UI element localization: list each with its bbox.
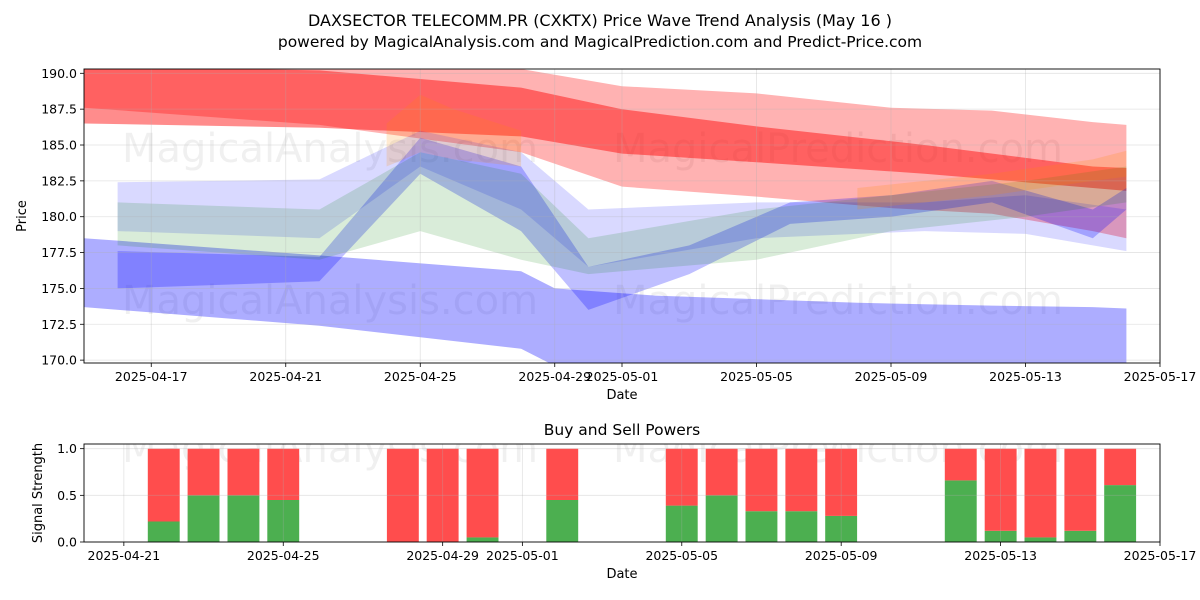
y-tick-label: 0.0: [57, 535, 77, 550]
y-tick-label: 180.0: [41, 209, 77, 224]
y-tick-label: 185.0: [41, 138, 77, 153]
watermark-text: MagicalPrediction.com: [613, 126, 1063, 172]
x-tick-label: 2025-05-13: [989, 369, 1062, 384]
sell-power-bar: [984, 448, 1017, 531]
x-tick-label: 2025-04-29: [518, 369, 591, 384]
sell-power-bar: [1064, 448, 1097, 531]
buy-power-bar: [984, 530, 1017, 542]
sell-power-bar: [745, 448, 778, 512]
price-wave-band: [857, 150, 1127, 210]
x-tick-label: 2025-05-01: [586, 369, 659, 384]
watermark-text: MagicalAnalysis.com: [122, 126, 538, 172]
y-tick-label: 172.5: [41, 317, 77, 332]
sell-power-bar: [785, 448, 818, 512]
buy-power-bar: [785, 511, 818, 542]
x-tick-label: 2025-04-25: [384, 369, 457, 384]
price-wave-band: [386, 94, 522, 167]
sell-power-bar: [227, 448, 260, 496]
x-tick-label: 2025-04-17: [115, 369, 188, 384]
buy-power-bar: [745, 511, 778, 542]
price-wave-band: [117, 152, 1127, 275]
sell-power-bar: [386, 448, 419, 542]
y-tick-label: 0.5: [57, 488, 77, 503]
y-tick-label: 187.5: [41, 102, 77, 117]
sell-power-bar: [546, 448, 579, 500]
sell-power-bar: [147, 448, 180, 522]
buy-power-bar: [665, 505, 698, 542]
sell-power-bar: [665, 448, 698, 506]
watermark-text: MagicalPrediction.com: [613, 278, 1063, 324]
sell-power-bar: [267, 448, 300, 500]
sell-power-bar: [466, 448, 499, 538]
x-tick-label: 2025-05-17: [1124, 548, 1197, 563]
y-tick-label: 190.0: [41, 66, 77, 81]
power-axes-frame: [83, 443, 1161, 543]
y-tick-label: 175.0: [41, 281, 77, 296]
x-tick-label: 2025-04-25: [247, 548, 320, 563]
price-wave-band: [117, 130, 1127, 267]
price-wave-chart: MagicalAnalysis.com MagicalPrediction.com…: [15, 66, 1197, 403]
x-tick-label: 2025-04-21: [88, 548, 161, 563]
price-axes-frame: [83, 68, 1161, 364]
x-tick-label: 2025-05-17: [1124, 369, 1197, 384]
x-tick-label: 2025-05-09: [805, 548, 878, 563]
buy-power-bar: [1104, 485, 1137, 542]
sell-power-bar: [825, 448, 858, 516]
price-plot-area: MagicalAnalysis.com MagicalPrediction.com…: [84, 69, 1127, 363]
buy-sell-power-chart: Buy and Sell Powers MagicalAnalysis.comMa…: [31, 421, 1196, 582]
price-wave-band: [117, 137, 1127, 310]
y-tick-label: 1.0: [57, 441, 77, 456]
x-axis-label: Date: [606, 567, 637, 582]
y-axis-label: Signal Strength: [31, 443, 46, 543]
sell-power-bar: [1104, 448, 1137, 486]
x-tick-label: 2025-05-01: [486, 548, 559, 563]
buy-power-bar: [825, 515, 858, 542]
buy-power-bar: [705, 495, 738, 542]
buy-power-bar: [147, 521, 180, 542]
chart-subtitle: powered by MagicalAnalysis.com and Magic…: [278, 33, 922, 51]
chart-title: DAXSECTOR TELECOMM.PR (CXKTX) Price Wave…: [308, 11, 892, 30]
watermark-text: MagicalAnalysis.com: [122, 278, 538, 324]
x-axis-label: Date: [606, 388, 637, 403]
y-tick-label: 182.5: [41, 173, 77, 188]
price-wave-band: [84, 69, 1127, 191]
y-tick-label: 177.5: [41, 245, 77, 260]
buy-power-bar: [1024, 537, 1057, 542]
buy-power-bar: [227, 495, 260, 542]
sell-power-bar: [944, 448, 977, 481]
x-tick-label: 2025-04-21: [249, 369, 322, 384]
x-tick-label: 2025-05-05: [645, 548, 718, 563]
buy-power-bar: [1064, 530, 1097, 542]
buy-power-bar: [267, 500, 300, 542]
y-axis-label: Price: [15, 200, 30, 232]
x-tick-label: 2025-04-29: [406, 548, 479, 563]
x-tick-label: 2025-05-13: [964, 548, 1037, 563]
x-tick-label: 2025-05-05: [720, 369, 793, 384]
buy-power-bar: [466, 537, 499, 542]
sell-power-bar: [187, 448, 220, 496]
sell-power-bar: [1024, 448, 1057, 538]
price-wave-band: [84, 238, 1127, 363]
buy-power-bar: [944, 480, 977, 542]
power-chart-title: Buy and Sell Powers: [544, 421, 701, 439]
price-wave-band: [84, 69, 1127, 239]
buy-power-bar: [187, 495, 220, 542]
sell-power-bar: [705, 448, 738, 496]
sell-power-bar: [426, 448, 459, 542]
buy-power-bar: [546, 500, 579, 542]
y-tick-label: 170.0: [41, 353, 77, 368]
x-tick-label: 2025-05-09: [855, 369, 928, 384]
